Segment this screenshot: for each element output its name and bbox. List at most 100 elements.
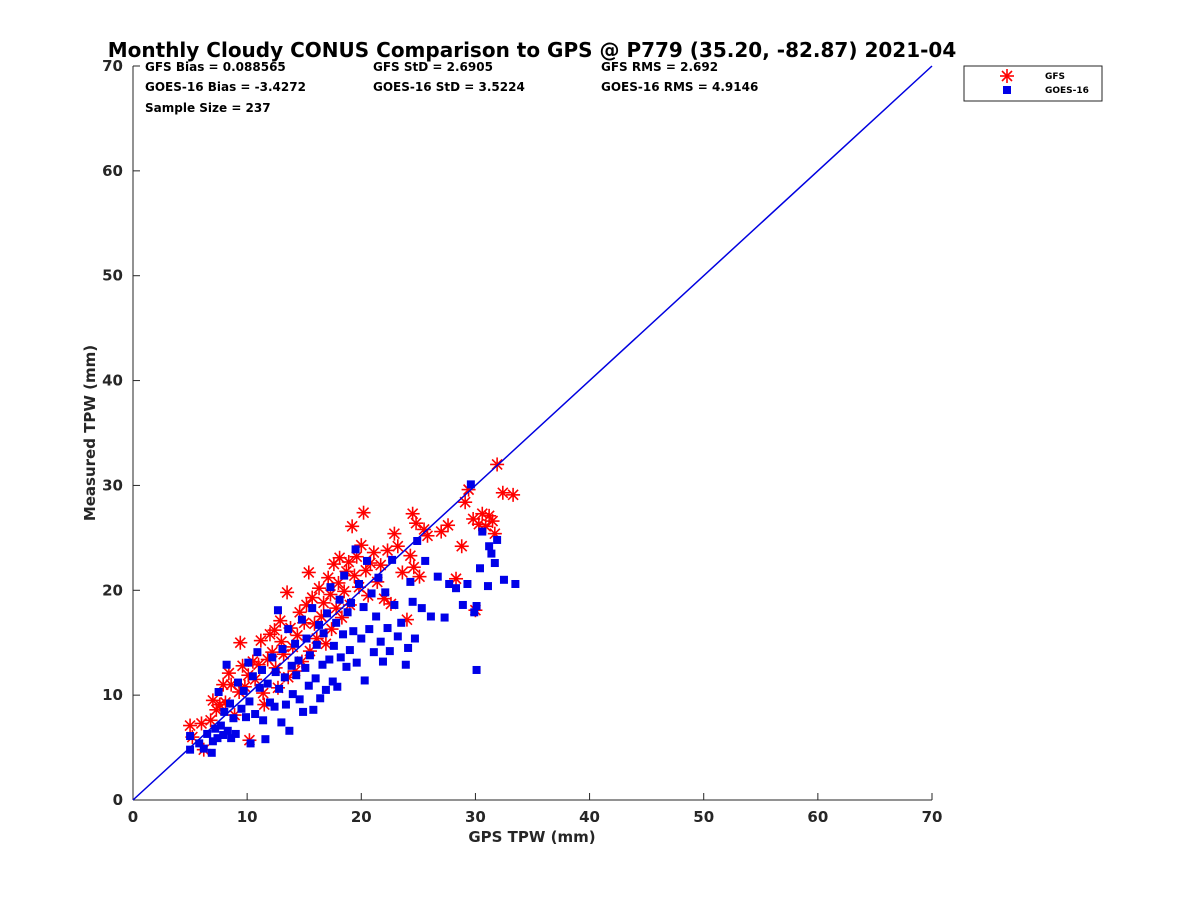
y-tick-label: 40 <box>102 372 123 390</box>
goes16-point <box>367 589 376 598</box>
legend-gfs-label: GFS <box>1045 72 1065 82</box>
goes16-point <box>255 683 264 692</box>
goes16-point <box>385 647 394 656</box>
goes16-point <box>220 707 229 716</box>
gfs-point <box>349 549 364 564</box>
goes16-point <box>372 612 381 621</box>
goes16-point <box>404 643 413 652</box>
legend-goes16-marker <box>1003 86 1011 94</box>
goes16-point <box>239 686 248 695</box>
goes16-point <box>315 620 324 629</box>
goes16-point <box>493 535 502 544</box>
gfs-point <box>273 613 288 628</box>
goes16-point <box>323 609 332 618</box>
y-tick-label: 70 <box>102 57 123 75</box>
gfs-std-text: GFS StD = 2.6905 <box>373 60 493 74</box>
goes16-point <box>288 690 297 699</box>
goes16-point <box>369 648 378 657</box>
goes16-point <box>360 676 369 685</box>
gfs-point <box>347 568 362 583</box>
goes16-point <box>321 685 330 694</box>
goes16-point <box>335 595 344 604</box>
goes16-point <box>408 597 417 606</box>
goes16-point <box>237 704 246 713</box>
gfs-point <box>420 528 435 543</box>
goes16-point <box>381 588 390 597</box>
gfs-point <box>458 495 473 510</box>
goes16-point <box>231 729 240 738</box>
one-to-one-line <box>132 65 933 801</box>
goes16-point <box>397 618 406 627</box>
goes16-point <box>227 734 236 743</box>
goes16-point <box>295 695 304 704</box>
x-tick-label: 50 <box>693 808 714 826</box>
goes16-point <box>216 721 225 730</box>
goes16-point <box>308 604 317 613</box>
goes16-point <box>222 660 231 669</box>
y-tick-label: 10 <box>102 686 123 704</box>
gfs-point <box>395 565 410 580</box>
goes16-point <box>485 542 494 551</box>
goes16-point <box>413 537 422 546</box>
goes16-point <box>499 575 508 584</box>
goes16-point <box>248 672 257 681</box>
gfs-bias-text: GFS Bias = 0.088565 <box>145 60 286 74</box>
y-tick-label: 50 <box>102 267 123 285</box>
goes16-point <box>229 714 238 723</box>
goes16-point <box>311 674 320 683</box>
gfs-point <box>405 506 420 521</box>
goes16-point <box>333 682 342 691</box>
gfs-point <box>194 716 209 731</box>
goes16-point <box>332 618 341 627</box>
gfs-point <box>358 563 373 578</box>
y-tick-label: 20 <box>102 581 123 599</box>
goes16-point <box>357 634 366 643</box>
goes16-point <box>213 734 222 743</box>
goes16-point <box>342 662 351 671</box>
goes16-point <box>304 681 313 690</box>
goes16-point <box>186 732 195 741</box>
goes16-point <box>378 657 387 666</box>
gfs-point <box>406 560 421 575</box>
gfs-point <box>267 623 282 638</box>
gfs-point <box>341 554 356 569</box>
goes16-point <box>463 579 472 588</box>
goes16-point <box>244 658 253 667</box>
goes16-point <box>511 579 520 588</box>
goes16-point <box>383 624 392 633</box>
goes16-point <box>208 737 217 746</box>
goes16-point <box>246 739 255 748</box>
goes16-point <box>345 646 354 655</box>
goes16-point <box>316 694 325 703</box>
gfs-point <box>390 539 405 554</box>
goes16-point <box>483 582 492 591</box>
gfs-point <box>441 518 456 533</box>
goes16-point <box>458 600 467 609</box>
goes16-point <box>259 716 268 725</box>
y-tick-label: 0 <box>113 791 123 809</box>
legend-goes16-label: GOES-16 <box>1045 86 1089 96</box>
goes16-point <box>433 572 442 581</box>
goes16-point <box>285 726 294 735</box>
goes16-point <box>309 705 318 714</box>
series-goes-16 <box>186 480 520 757</box>
x-tick-label: 0 <box>128 808 138 826</box>
goes16-point <box>275 684 284 693</box>
goes16-point <box>268 653 277 662</box>
x-tick-label: 20 <box>351 808 372 826</box>
x-tick-label: 30 <box>465 808 486 826</box>
x-tick-label: 10 <box>237 808 258 826</box>
gfs-point <box>316 595 331 610</box>
goes16-point <box>355 579 364 588</box>
gfs-rms-text: GFS RMS = 2.692 <box>601 60 718 74</box>
legend: GFS GOES-16 <box>963 65 1103 102</box>
goes16-point <box>352 658 361 667</box>
goes16-point <box>351 545 360 554</box>
goes16-point <box>487 549 496 558</box>
goes16-point <box>452 584 461 593</box>
goes16-point <box>312 640 321 649</box>
goes16-rms-text: GOES-16 RMS = 4.9146 <box>601 80 758 94</box>
goes16-point <box>302 634 311 643</box>
goes16-point <box>319 629 328 638</box>
goes16-point <box>328 677 337 686</box>
